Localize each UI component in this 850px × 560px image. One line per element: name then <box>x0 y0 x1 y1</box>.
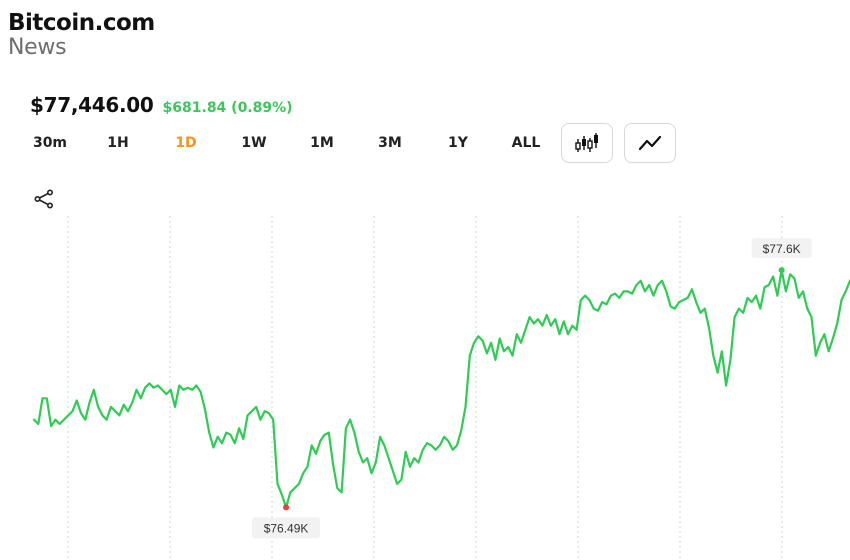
price-change: $681.84 (0.89%) <box>162 100 293 116</box>
price-line <box>32 268 850 509</box>
high-point <box>778 267 785 274</box>
low-marker: $76.49K <box>252 504 321 539</box>
range-all-button[interactable]: ALL <box>511 135 541 151</box>
low-label: $76.49K <box>264 521 309 535</box>
range-1w-button[interactable]: 1W <box>241 135 267 151</box>
range-1h-button[interactable]: 1H <box>107 135 129 151</box>
range-3m-button[interactable]: 3M <box>378 135 402 151</box>
candlestick-chart-button[interactable] <box>561 123 613 163</box>
price-header: $77,446.00 $681.84 (0.89%) <box>30 93 293 117</box>
range-1y-button[interactable]: 1Y <box>448 135 468 151</box>
high-label: $77.6K <box>763 242 801 256</box>
logo-sub-text: News <box>8 35 67 60</box>
price-chart[interactable]: $77.6K $76.49K <box>0 216 850 560</box>
range-30m-button[interactable]: 30m <box>32 135 68 151</box>
share-button[interactable] <box>34 189 54 209</box>
share-icon <box>34 189 54 209</box>
high-label-box <box>751 238 812 259</box>
logo-brand-text: Bitcoin.com <box>8 10 155 36</box>
high-marker: $77.6K <box>751 238 812 274</box>
chart-grid <box>67 216 783 560</box>
bitcoin-com-news-logo[interactable]: Bitcoin.com News <box>8 12 155 59</box>
time-range-selector: 30m 1H 1D 1W 1M 3M 1Y ALL <box>16 122 560 164</box>
candlestick-icon <box>575 133 598 152</box>
range-1m-button[interactable]: 1M <box>310 135 334 151</box>
line-chart-button[interactable] <box>624 123 676 163</box>
low-point <box>283 504 290 511</box>
low-label-box <box>252 517 321 539</box>
range-1d-button[interactable]: 1D <box>175 135 197 151</box>
current-price: $77,446.00 <box>30 93 154 117</box>
line-chart-icon <box>638 135 662 151</box>
